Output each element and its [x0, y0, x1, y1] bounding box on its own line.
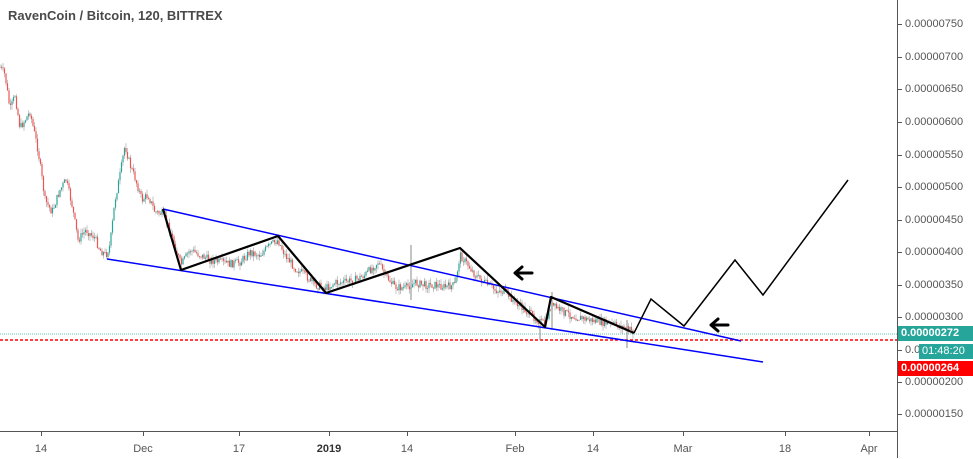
time-tick: [329, 432, 330, 436]
horizontal-line-price-badge: 0.00000264: [898, 361, 973, 376]
price-tick: [898, 252, 902, 253]
lower-channel-trendline: [106, 258, 764, 363]
price-label: 0.00000700: [905, 51, 964, 63]
chart-pane[interactable]: RavenCoin / Bitcoin, 120, BITTREX: [0, 0, 897, 431]
price-tick: [898, 122, 902, 123]
price-label: 0.00000450: [905, 214, 964, 226]
zigzag-pattern-line: [161, 208, 635, 335]
time-tick: [593, 432, 594, 436]
current-price-badge: 0.00000272: [898, 326, 973, 341]
time-label: Dec: [133, 443, 153, 455]
price-tick: [898, 350, 902, 351]
time-tick: [869, 432, 870, 436]
price-tick: [898, 220, 902, 221]
price-tick: [898, 382, 902, 383]
time-label: 2019: [316, 443, 342, 455]
time-tick: [515, 432, 516, 436]
price-tick: [898, 187, 902, 188]
price-label: 0.00000400: [905, 246, 964, 258]
arrow-left-icon: [709, 317, 730, 333]
price-axis[interactable]: 0.00000750 0.00000700 0.00000650 0.00000600…: [897, 0, 973, 458]
time-tick: [407, 432, 408, 436]
time-tick: [785, 432, 786, 436]
price-tick: [898, 89, 902, 90]
time-label: Feb: [505, 443, 525, 455]
time-tick: [143, 432, 144, 436]
price-label: 0.00000750: [905, 18, 964, 30]
price-tick: [898, 155, 902, 156]
price-tick: [898, 57, 902, 58]
time-tick: [683, 432, 684, 436]
time-label: 17: [232, 443, 246, 455]
time-label: 14: [400, 443, 414, 455]
price-tick: [898, 414, 902, 415]
price-label: 0.00000350: [905, 279, 964, 291]
price-tick: [898, 317, 902, 318]
price-label: 0.00000200: [905, 376, 964, 388]
price-label: 0.00000650: [905, 83, 964, 95]
time-label: 14: [34, 443, 48, 455]
bar-countdown-badge: 01:48:20: [919, 344, 973, 359]
price-label: 0.00000300: [905, 311, 964, 323]
time-label: Mar: [673, 443, 693, 455]
candlestick-series: [0, 62, 634, 339]
time-tick: [41, 432, 42, 436]
chart-canvas[interactable]: [0, 0, 897, 431]
price-label: 0.00000500: [905, 181, 964, 193]
price-tick: [898, 285, 902, 286]
time-label: 14: [586, 443, 600, 455]
price-tick: [898, 24, 902, 25]
time-tick: [239, 432, 240, 436]
price-label: 0.00000600: [905, 116, 964, 128]
upper-channel-trendline: [162, 208, 742, 342]
time-axis[interactable]: 14 Dec 17 2019 14 Feb 14 Mar 18 Apr: [0, 431, 897, 459]
price-label: 0.00000150: [905, 408, 964, 420]
time-label: 18: [778, 443, 792, 455]
price-projection-path: [633, 179, 849, 334]
arrow-left-icon: [513, 265, 534, 281]
time-label: Apr: [860, 443, 878, 455]
chart-title: RavenCoin / Bitcoin, 120, BITTREX: [8, 8, 223, 23]
price-label: 0.00000550: [905, 149, 964, 161]
